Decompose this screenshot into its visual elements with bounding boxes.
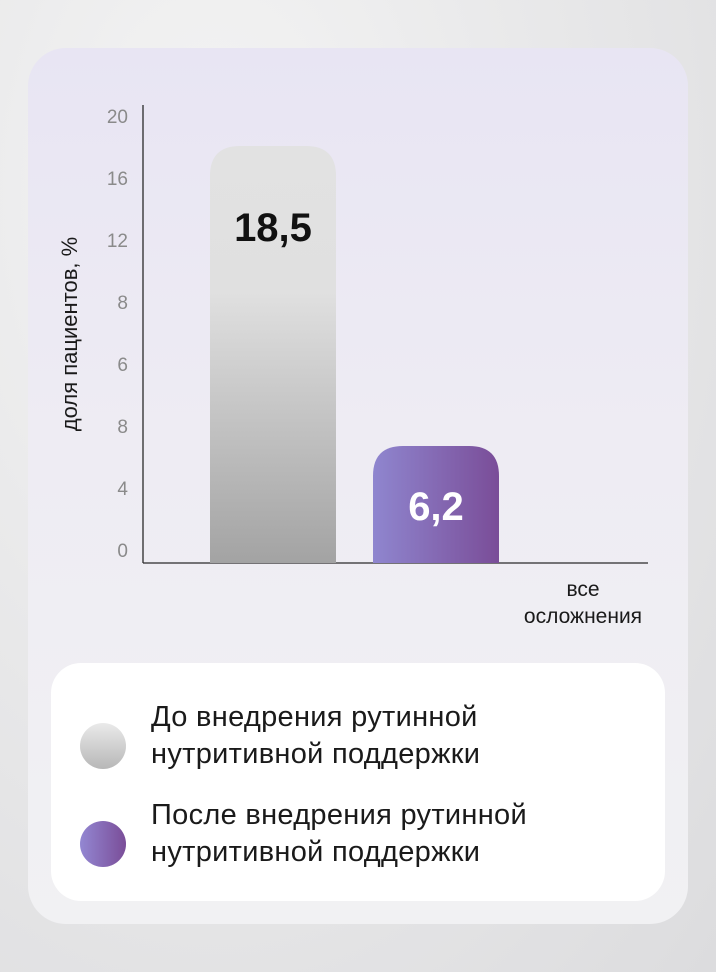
- bar-after: [373, 446, 499, 563]
- x-category-label-line2: осложнения: [524, 605, 642, 628]
- y-axis-label: доля пациентов, %: [57, 237, 82, 431]
- legend-label-before: До внедрения рутинной нутритивной поддер…: [151, 699, 651, 773]
- x-category-label-line1: все: [566, 578, 599, 601]
- legend-label-after-line2: нутритивной поддержки: [151, 836, 481, 868]
- y-tick-label: 20: [107, 107, 128, 128]
- y-tick-label: 4: [117, 479, 128, 500]
- y-axis-ticks: 0 4 8 6 8 12 16 20: [107, 107, 129, 562]
- bar-value-label-before: 18,5: [234, 206, 312, 250]
- y-tick-label: 12: [107, 231, 128, 252]
- legend-label-after-line1: После внедрения рутинной: [151, 799, 527, 831]
- bars-group: 18,5 6,2: [210, 146, 499, 563]
- y-tick-label: 8: [117, 293, 128, 314]
- y-tick-label: 0: [117, 541, 128, 562]
- bar-chart: доля пациентов, % 0 4 8 6 8 12 16 20 18,5 6,2 вс…: [57, 105, 648, 628]
- legend-item-after: После внедрения рутинной нутритивной под…: [51, 797, 665, 887]
- y-tick-label: 8: [117, 417, 128, 438]
- legend-swatch-purple: [80, 821, 126, 867]
- bar-before: [210, 146, 336, 563]
- legend-box: До внедрения рутинной нутритивной поддер…: [51, 663, 665, 901]
- legend-label-after: После внедрения рутинной нутритивной под…: [151, 797, 651, 871]
- legend-swatch-gray: [80, 723, 126, 769]
- legend-item-before: До внедрения рутинной нутритивной поддер…: [51, 699, 665, 789]
- legend-label-before-line2: нутритивной поддержки: [151, 738, 481, 770]
- legend-label-before-line1: До внедрения рутинной: [151, 701, 478, 733]
- y-tick-label: 16: [107, 169, 128, 190]
- y-tick-label: 6: [117, 355, 128, 376]
- bar-value-label-after: 6,2: [408, 485, 464, 529]
